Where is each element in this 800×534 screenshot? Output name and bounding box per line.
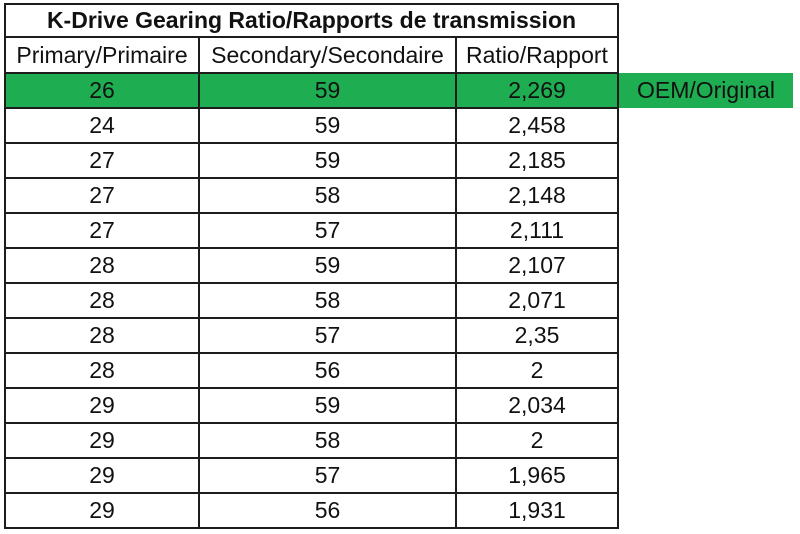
row-spacer [618, 493, 794, 528]
secondary-cell: 57 [198, 317, 457, 354]
table-row: 24 59 2,458 [4, 107, 794, 144]
header-row: Primary/Primaire Secondary/Secondaire Ra… [4, 36, 794, 74]
ratio-cell: 2,185 [455, 142, 619, 179]
row-spacer [618, 353, 794, 388]
primary-cell: 29 [4, 387, 200, 424]
table-row: 28 58 2,071 [4, 282, 794, 319]
ratio-cell: 1,931 [455, 492, 619, 529]
secondary-cell: 58 [198, 282, 457, 319]
table-row: 28 56 2 [4, 352, 794, 389]
column-header-secondary: Secondary/Secondaire [198, 36, 457, 74]
row-spacer [618, 388, 794, 423]
ratio-cell: 2 [455, 352, 619, 389]
ratio-cell: 2 [455, 422, 619, 459]
table-row: 27 59 2,185 [4, 142, 794, 179]
secondary-cell: 57 [198, 212, 457, 249]
table-row: 27 57 2,111 [4, 212, 794, 249]
table-row: 28 59 2,107 [4, 247, 794, 284]
row-spacer [618, 248, 794, 283]
table-row: 29 58 2 [4, 422, 794, 459]
primary-cell: 24 [4, 107, 200, 144]
table-row: 26 59 2,269 OEM/Original [4, 72, 794, 109]
row-spacer [618, 283, 794, 318]
ratio-cell: 2,269 [455, 72, 619, 109]
primary-cell: 28 [4, 282, 200, 319]
secondary-cell: 59 [198, 387, 457, 424]
primary-cell: 27 [4, 142, 200, 179]
table-row: 29 56 1,931 [4, 492, 794, 529]
title-row: K-Drive Gearing Ratio/Rapports de transm… [4, 3, 794, 38]
ratio-cell: 2,111 [455, 212, 619, 249]
row-spacer [618, 178, 794, 213]
ratio-cell: 2,148 [455, 177, 619, 214]
ratio-cell: 2,034 [455, 387, 619, 424]
primary-cell: 28 [4, 247, 200, 284]
secondary-cell: 59 [198, 142, 457, 179]
secondary-cell: 59 [198, 107, 457, 144]
row-spacer [618, 108, 794, 143]
primary-cell: 29 [4, 492, 200, 529]
primary-cell: 29 [4, 422, 200, 459]
table-row: 27 58 2,148 [4, 177, 794, 214]
row-spacer [618, 423, 794, 458]
title-row-spacer [618, 4, 794, 37]
secondary-cell: 58 [198, 177, 457, 214]
table-row: 29 57 1,965 [4, 457, 794, 494]
secondary-cell: 56 [198, 352, 457, 389]
ratio-cell: 2,35 [455, 317, 619, 354]
ratio-cell: 1,965 [455, 457, 619, 494]
row-spacer [618, 458, 794, 493]
secondary-cell: 59 [198, 72, 457, 109]
secondary-cell: 56 [198, 492, 457, 529]
primary-cell: 28 [4, 352, 200, 389]
table-row: 28 57 2,35 [4, 317, 794, 354]
gearing-ratio-table: K-Drive Gearing Ratio/Rapports de transm… [4, 3, 795, 529]
primary-cell: 28 [4, 317, 200, 354]
primary-cell: 27 [4, 177, 200, 214]
secondary-cell: 58 [198, 422, 457, 459]
ratio-cell: 2,458 [455, 107, 619, 144]
secondary-cell: 57 [198, 457, 457, 494]
header-row-spacer [618, 37, 794, 73]
ratio-cell: 2,107 [455, 247, 619, 284]
row-spacer [618, 318, 794, 353]
primary-cell: 27 [4, 212, 200, 249]
column-header-ratio: Ratio/Rapport [455, 36, 619, 74]
table-title: K-Drive Gearing Ratio/Rapports de transm… [4, 3, 619, 38]
primary-cell: 26 [4, 72, 200, 109]
primary-cell: 29 [4, 457, 200, 494]
row-spacer [618, 213, 794, 248]
column-header-primary: Primary/Primaire [4, 36, 200, 74]
ratio-cell: 2,071 [455, 282, 619, 319]
secondary-cell: 59 [198, 247, 457, 284]
table-row: 29 59 2,034 [4, 387, 794, 424]
oem-label: OEM/Original [618, 73, 794, 108]
row-spacer [618, 143, 794, 178]
